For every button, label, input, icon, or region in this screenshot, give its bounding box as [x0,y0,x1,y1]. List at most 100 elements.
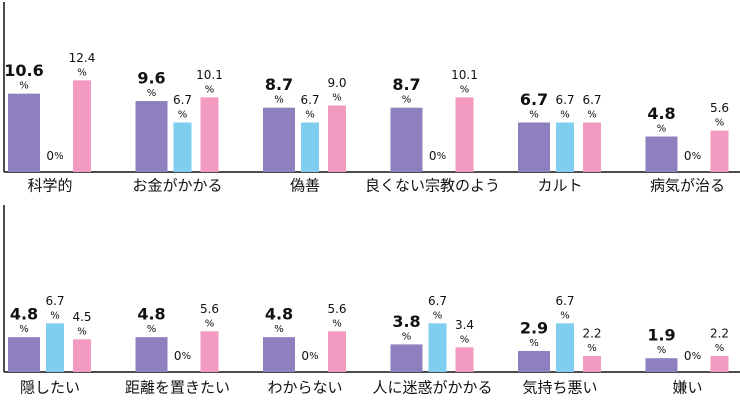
value-unit: % [529,338,539,349]
value-unit: % [54,151,64,162]
bar [135,337,168,372]
x-tick-label: 科学的 [27,177,72,195]
value-label: 10.6 [4,61,43,80]
value-label: 0% [301,349,318,363]
value-label: 5.6 [200,302,219,316]
value-label: 1.9 [647,326,675,345]
value-number: 0 [684,349,692,363]
value-number: 0 [684,149,692,163]
bar [301,122,319,172]
bar [390,344,423,372]
bar [583,122,601,172]
value-number: 0 [174,349,182,363]
value-unit: % [274,324,284,335]
x-tick-label: カルト [537,177,582,195]
value-label: 0% [46,149,63,163]
bar [556,323,574,372]
value-label: 4.8 [647,104,675,123]
bar [645,136,678,172]
value-unit: % [460,334,470,345]
bar [8,93,40,172]
bar [455,347,474,372]
value-unit: % [205,84,215,95]
x-tick-label: 気持ち悪い [522,379,597,397]
value-label: 0% [684,349,701,363]
value-label: 2.2 [582,327,601,341]
bar [263,337,295,372]
value-label: 3.8 [392,312,420,331]
value-unit: % [437,151,447,162]
value-unit: % [77,326,87,337]
value-label: 8.7 [392,75,420,94]
value-number: 0 [429,149,437,163]
bar [390,107,423,172]
value-label: 6.7 [555,294,574,308]
value-unit: % [587,109,597,120]
value-unit: % [657,124,667,135]
bar [263,107,295,172]
value-label: 3.4 [455,318,474,332]
value-unit: % [587,343,597,354]
value-label: 4.8 [137,305,165,324]
value-unit: % [560,310,570,321]
value-unit: % [205,318,215,329]
value-unit: % [715,118,725,129]
x-tick-label: 嫌い [672,379,702,397]
x-tick-label: 隠したい [20,379,80,397]
x-tick-label: 人に迷惑がかかる [372,379,492,397]
value-label: 6.7 [173,93,192,107]
bar [710,130,729,172]
bar [455,97,474,172]
value-unit: % [402,95,412,106]
value-unit: % [309,351,319,362]
value-label: 6.7 [300,93,319,107]
value-label: 2.2 [710,327,729,341]
value-label: 4.5 [72,310,91,324]
value-number: 0 [301,349,309,363]
value-unit: % [332,318,342,329]
value-unit: % [332,92,342,103]
x-tick-label: 病気が治る [650,177,725,195]
value-label: 12.4 [69,51,96,65]
value-unit: % [529,109,539,120]
value-unit: % [692,151,702,162]
x-tick-label: 偽善 [290,177,320,195]
bar [46,323,64,372]
value-label: 6.7 [555,93,574,107]
x-tick-label: 距離を置きたい [125,379,230,397]
value-label: 5.6 [710,101,729,115]
value-label: 6.7 [520,90,548,109]
value-unit: % [560,109,570,120]
value-unit: % [147,324,157,335]
value-unit: % [182,351,192,362]
value-unit: % [50,310,60,321]
value-label: 6.7 [428,294,447,308]
value-label: 0% [174,349,191,363]
value-label: 8.7 [265,75,293,94]
value-label: 4.8 [265,305,293,324]
value-unit: % [433,310,443,321]
bar [8,337,40,372]
value-number: 0 [46,149,54,163]
bar [583,356,601,372]
value-unit: % [657,345,667,356]
value-unit: % [77,67,87,78]
value-label: 0% [684,149,701,163]
value-label: 9.6 [137,69,165,88]
value-label: 5.6 [327,302,346,316]
bar [328,105,346,172]
bar [73,80,91,172]
value-label: 10.1 [196,68,223,82]
bar [73,339,91,372]
x-tick-label: 良くない宗教のよう [365,177,500,195]
bar [518,350,550,372]
value-unit: % [402,331,412,342]
value-label: 6.7 [45,294,64,308]
bar [173,122,192,172]
value-unit: % [460,84,470,95]
value-label: 10.1 [451,68,478,82]
bar [710,356,729,372]
value-label: 9.0 [327,76,346,90]
value-label: 6.7 [582,93,601,107]
